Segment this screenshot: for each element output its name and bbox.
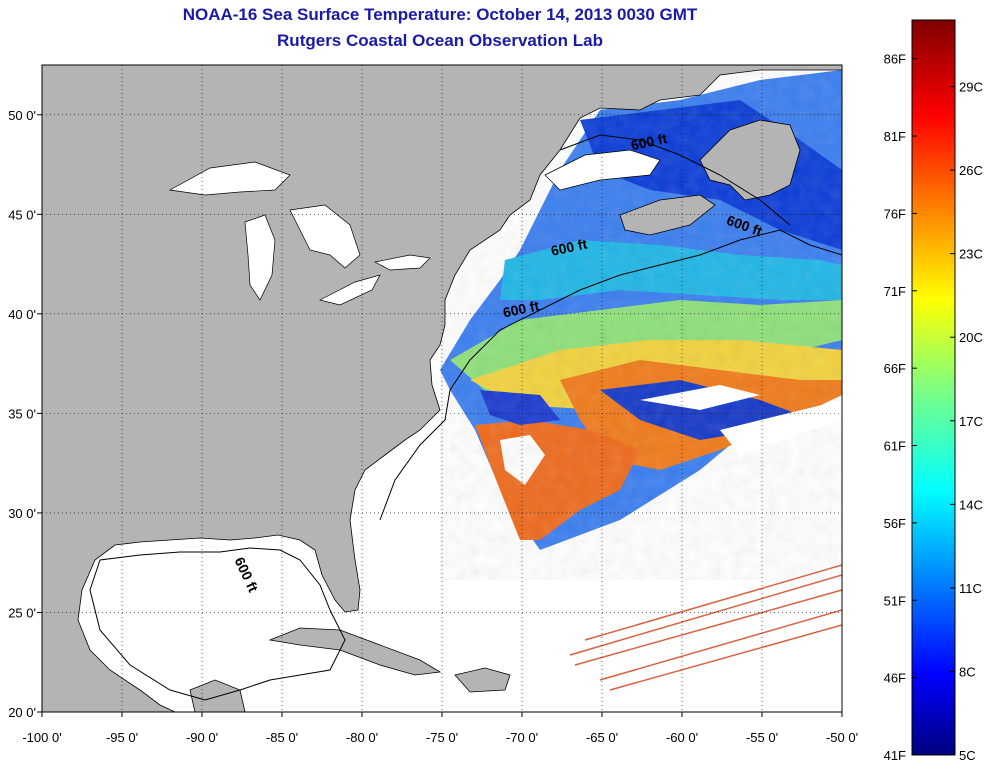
y-tick-label: 20 0' (8, 705, 36, 720)
y-tick-label: 25 0' (8, 605, 36, 620)
contour-label-600ft: 600 ft (501, 297, 540, 320)
x-tick-label: -90 0' (186, 730, 218, 745)
colorbar-label-f: 41F (884, 748, 906, 763)
map-subtitle: Rutgers Coastal Ocean Observation Lab (277, 31, 603, 50)
x-tick-label: -75 0' (426, 730, 458, 745)
colorbar-label-c: 17C (959, 414, 983, 429)
colorbar-label-f: 76F (884, 206, 906, 221)
colorbar-label-c: 20C (959, 330, 983, 345)
axis-ticks: -100 0' -95 0' -90 0' -85 0' -80 0' -75 0' -70… (8, 108, 858, 745)
colorbar-label-f: 56F (884, 516, 906, 531)
colorbar-label-f: 81F (884, 129, 906, 144)
colorbar-gradient (911, 19, 956, 756)
colorbar-label-f: 61F (884, 439, 906, 454)
colorbar-label-f: 46F (884, 671, 906, 686)
x-tick-label: -85 0' (266, 730, 298, 745)
contour-label-600ft: 600 ft (549, 236, 588, 259)
y-tick-label: 40 0' (8, 307, 36, 322)
y-tick-label: 45 0' (8, 207, 36, 222)
x-tick-label: -80 0' (346, 730, 378, 745)
x-tick-label: -95 0' (106, 730, 138, 745)
x-tick-label: -100 0' (22, 730, 61, 745)
sst-swath (440, 65, 842, 691)
colorbar-label-c: 14C (959, 497, 983, 512)
map-title: NOAA-16 Sea Surface Temperature: October… (182, 5, 698, 24)
y-tick-label: 35 0' (8, 406, 36, 421)
colorbar-label-c: 5C (959, 748, 976, 763)
colorbar-label-f: 66F (884, 361, 906, 376)
colorbar-label-c: 11C (959, 581, 982, 596)
isobath-600ft (89, 134, 842, 701)
great-lakes (168, 149, 661, 306)
colorbar-labels: 86F 81F 76F 71F 66F 61F 56F 51F 46F 41F 29C 26C 23C 2… (884, 52, 983, 763)
colorbar-label-c: 23C (959, 247, 983, 262)
x-tick-label: -55 0' (746, 730, 778, 745)
colorbar-label-f: 86F (884, 52, 906, 67)
colorbar-label-c: 8C (959, 664, 976, 679)
x-tick-label: -65 0' (586, 730, 618, 745)
map-grid (42, 65, 842, 712)
colorbar-label-c: 26C (959, 163, 983, 178)
x-tick-label: -60 0' (666, 730, 698, 745)
x-tick-label: -70 0' (506, 730, 538, 745)
y-tick-label: 50 0' (8, 108, 36, 123)
y-tick-label: 30 0' (8, 506, 36, 521)
x-tick-label: -50 0' (826, 730, 858, 745)
colorbar-label-f: 71F (884, 284, 906, 299)
colorbar-label-f: 51F (884, 593, 906, 608)
contour-label-600ft: 600 ft (629, 130, 668, 153)
colorbar-label-c: 29C (959, 80, 983, 95)
